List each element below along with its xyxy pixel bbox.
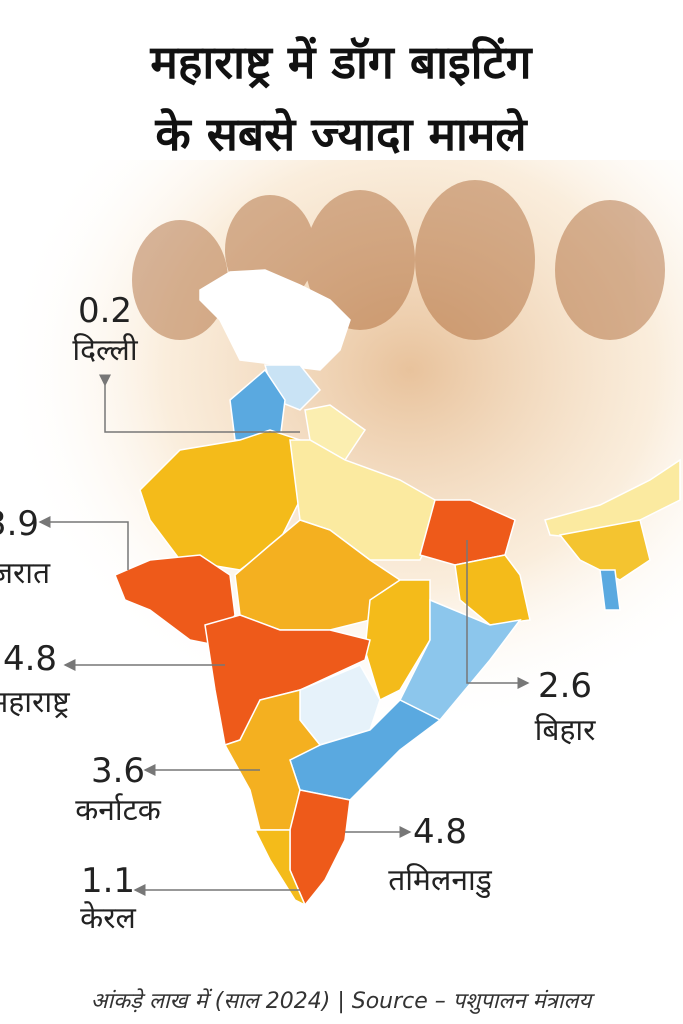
- callout-value: 0.2: [78, 291, 132, 331]
- callout-value: 2.6: [538, 666, 592, 706]
- callouts: 0.2दिल्ली 3.9 गुजरात 4.8 महाराष्ट्र 3.6कर्नाट…: [0, 291, 596, 936]
- callout-label: महाराष्ट्र: [0, 685, 70, 720]
- leader-lines: [38, 374, 530, 896]
- callout-value: 3.9: [0, 504, 39, 544]
- callout-value: 4.8: [3, 639, 57, 679]
- footer-source: आंकड़े लाख में (साल 2024) | Source – पशु…: [91, 988, 596, 1014]
- callout-label: केरल: [80, 901, 136, 936]
- title-line: के सबसे ज्यादा मामले: [154, 107, 528, 161]
- callout-label: कर्नाटक: [75, 793, 162, 828]
- callout-value: 4.8: [413, 812, 467, 852]
- callout-label: दिल्ली: [72, 333, 139, 368]
- callout-label: तमिलनाडु: [388, 863, 493, 899]
- callout-value: 1.1: [81, 861, 135, 901]
- callout-label: बिहार: [535, 713, 597, 748]
- india-map: [114, 269, 681, 907]
- title-line: महाराष्ट्र में डॉग बाइटिंग: [149, 35, 533, 89]
- dog-silhouettes: [132, 180, 665, 340]
- callout-label: गुजरात: [0, 556, 51, 592]
- callout-value: 3.6: [91, 751, 145, 791]
